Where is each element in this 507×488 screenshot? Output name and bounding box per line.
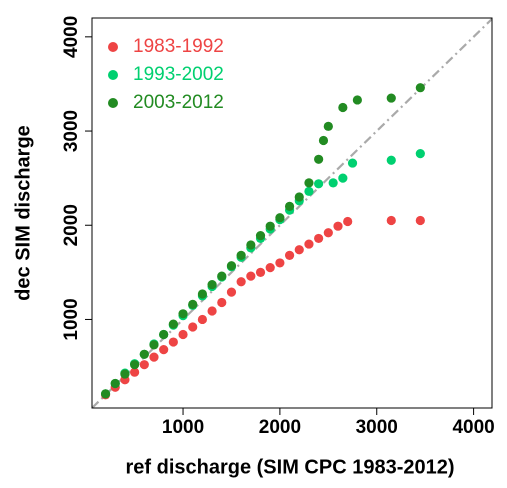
point <box>415 149 425 159</box>
point <box>197 314 208 325</box>
y-tick-label: 1000 <box>61 298 82 340</box>
point <box>110 378 120 389</box>
point <box>149 340 159 350</box>
point <box>255 267 266 277</box>
y-tick-label: 3000 <box>61 110 82 152</box>
point <box>323 121 333 131</box>
point <box>246 240 256 250</box>
point <box>139 349 149 359</box>
point <box>159 329 169 340</box>
point <box>284 201 295 212</box>
point <box>188 299 198 309</box>
point <box>236 250 246 260</box>
x-axis-title: ref discharge (SIM CPC 1983-2012) <box>125 456 454 478</box>
point <box>284 250 295 260</box>
point <box>352 95 362 105</box>
y-tick-label: 4000 <box>61 16 82 58</box>
point <box>314 233 324 244</box>
point <box>139 360 149 370</box>
point <box>294 192 304 202</box>
point <box>294 245 304 255</box>
point <box>343 216 353 227</box>
x-tick-label: 4000 <box>452 417 494 438</box>
point <box>275 213 285 223</box>
point <box>275 258 285 268</box>
point <box>217 297 227 308</box>
point <box>304 186 314 196</box>
point <box>207 306 217 316</box>
point <box>314 154 324 164</box>
point <box>207 279 217 290</box>
point <box>386 93 396 103</box>
point <box>226 261 237 271</box>
point <box>338 102 348 113</box>
y-axis-title: dec SIM discharge <box>12 125 34 301</box>
point <box>347 158 358 168</box>
legend-label: 2003-2012 <box>133 92 224 113</box>
legend-marker <box>108 70 118 80</box>
point <box>386 215 396 226</box>
point <box>226 287 237 297</box>
point <box>314 179 324 189</box>
point <box>328 178 338 188</box>
point <box>130 360 140 370</box>
point <box>265 221 275 231</box>
legend-label: 1993-2002 <box>133 64 224 85</box>
legend-label: 1983-1992 <box>133 36 224 57</box>
point <box>159 344 169 355</box>
point <box>217 271 227 281</box>
point <box>197 289 208 299</box>
point <box>236 277 246 287</box>
point <box>386 155 396 165</box>
point <box>338 173 348 183</box>
x-tick-label: 2000 <box>259 417 301 438</box>
point <box>415 215 425 226</box>
point <box>323 228 333 238</box>
legend-marker <box>108 42 118 52</box>
point <box>120 369 130 379</box>
point <box>188 322 198 332</box>
point <box>304 178 314 188</box>
y-tick-label: 2000 <box>61 204 82 246</box>
point <box>130 367 140 377</box>
point <box>246 271 256 281</box>
point <box>178 329 188 340</box>
point <box>178 309 188 319</box>
point <box>149 352 159 362</box>
point <box>100 389 111 399</box>
point <box>265 263 275 273</box>
x-tick-label: 1000 <box>162 417 204 438</box>
legend-marker <box>108 98 118 108</box>
x-tick-label: 3000 <box>356 417 398 438</box>
point <box>415 83 425 93</box>
plot-frame <box>91 17 493 409</box>
point <box>333 221 343 231</box>
point <box>255 231 266 241</box>
point <box>168 337 178 347</box>
point <box>168 319 178 329</box>
point <box>304 239 314 249</box>
point <box>318 135 329 146</box>
